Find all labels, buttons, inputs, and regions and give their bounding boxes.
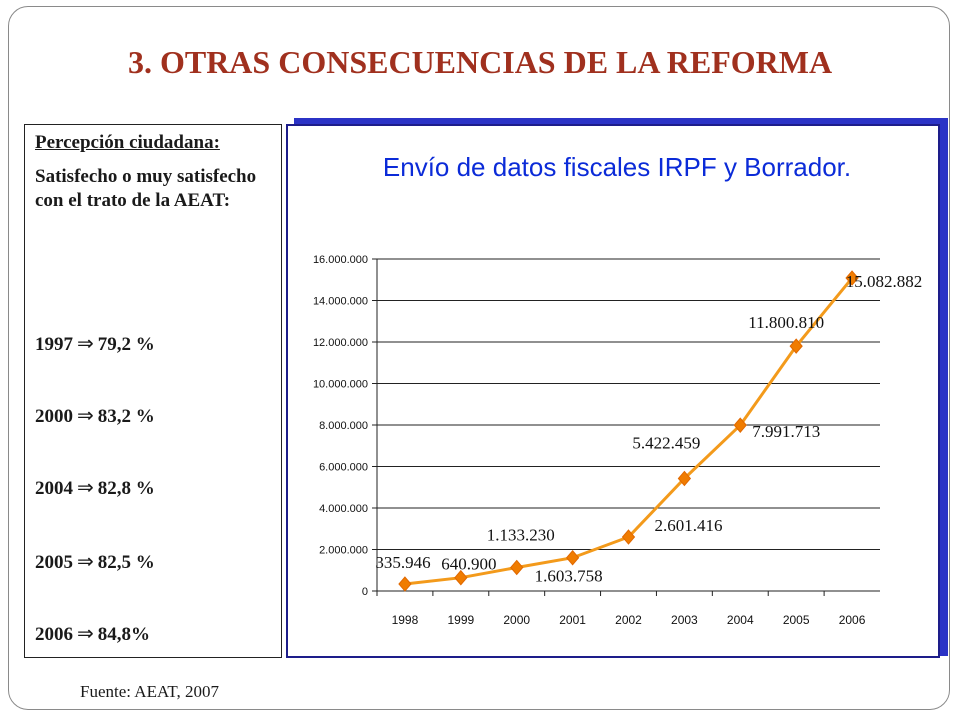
x-tick-label: 2004 xyxy=(727,613,754,627)
y-tick-label: 0 xyxy=(362,586,368,598)
data-label: 5.422.459 xyxy=(632,433,700,452)
slide-frame xyxy=(8,6,950,710)
data-point xyxy=(565,549,580,566)
data-label: 335.946 xyxy=(375,553,430,572)
perception-row: 2005 ⇒ 82,5 % xyxy=(35,549,155,574)
x-tick-label: 2001 xyxy=(559,613,586,627)
data-label: 11.800.810 xyxy=(748,313,824,332)
data-point xyxy=(454,569,468,586)
data-label: 7.991.713 xyxy=(752,422,820,441)
row-year: 2000 xyxy=(35,406,73,427)
perception-row: 2006 ⇒ 84,8% xyxy=(35,621,150,646)
perception-row: 1997 ⇒ 79,2 % xyxy=(35,331,155,356)
y-tick-label: 8.000.000 xyxy=(319,420,368,432)
x-tick-label: 1998 xyxy=(392,613,419,627)
y-tick-label: 6.000.000 xyxy=(319,462,368,474)
row-value: 82,8 % xyxy=(97,478,155,499)
data-point xyxy=(398,576,412,592)
x-tick-label: 1999 xyxy=(447,613,474,627)
slide-title: 3. OTRAS CONSECUENCIAS DE LA REFORMA xyxy=(127,44,833,80)
implies-arrow-icon: ⇒ xyxy=(77,331,94,355)
row-value: 84,8% xyxy=(97,624,151,645)
data-point xyxy=(789,338,803,354)
chart-panel xyxy=(286,124,940,658)
data-point xyxy=(677,470,692,487)
y-tick-label: 10.000.000 xyxy=(313,379,368,391)
chart-title: Envío de datos fiscales IRPF y Borrador. xyxy=(382,152,852,182)
data-label: 1.133.230 xyxy=(487,525,555,544)
implies-arrow-icon: ⇒ xyxy=(77,549,94,573)
row-year: 1997 xyxy=(35,334,73,355)
data-label: 2.601.416 xyxy=(655,516,723,535)
data-label: 15.082.882 xyxy=(846,272,923,291)
x-tick-label: 2005 xyxy=(783,613,810,627)
data-point xyxy=(845,270,859,286)
x-tick-label: 2002 xyxy=(615,613,642,627)
perception-heading: Percepción ciudadana: xyxy=(35,132,220,153)
y-tick-label: 4.000.000 xyxy=(319,503,368,515)
data-point xyxy=(510,559,524,576)
perception-panel: Percepción ciudadana: Satisfecho o muy s… xyxy=(24,124,282,658)
implies-arrow-icon: ⇒ xyxy=(77,475,94,499)
implies-arrow-icon: ⇒ xyxy=(77,403,94,427)
y-tick-label: 12.000.000 xyxy=(313,337,368,349)
row-year: 2005 xyxy=(35,552,73,573)
implies-arrow-icon: ⇒ xyxy=(77,621,94,645)
data-label: 1.603.758 xyxy=(535,567,603,586)
row-value: 79,2 % xyxy=(97,334,155,355)
y-tick-label: 2.000.000 xyxy=(319,545,368,557)
row-value: 82,5 % xyxy=(97,552,155,573)
x-tick-label: 2000 xyxy=(503,613,530,627)
data-point xyxy=(733,417,747,433)
row-year: 2006 xyxy=(35,624,73,645)
perception-subtitle: Satisfecho o muy satisfecho con el trato… xyxy=(35,166,257,211)
y-tick-label: 14.000.000 xyxy=(313,296,368,308)
data-point xyxy=(621,529,636,545)
x-tick-label: 2003 xyxy=(671,613,698,627)
x-tick-label: 2006 xyxy=(839,613,866,627)
row-year: 2004 xyxy=(35,478,73,499)
row-value: 83,2 % xyxy=(97,406,155,427)
y-tick-label: 16.000.000 xyxy=(313,254,368,266)
data-label: 640.900 xyxy=(441,555,496,574)
perception-row: 2004 ⇒ 82,8 % xyxy=(35,475,155,500)
source-note: Fuente: AEAT, 2007 xyxy=(80,682,219,701)
perception-row: 2000 ⇒ 83,2 % xyxy=(35,403,155,428)
